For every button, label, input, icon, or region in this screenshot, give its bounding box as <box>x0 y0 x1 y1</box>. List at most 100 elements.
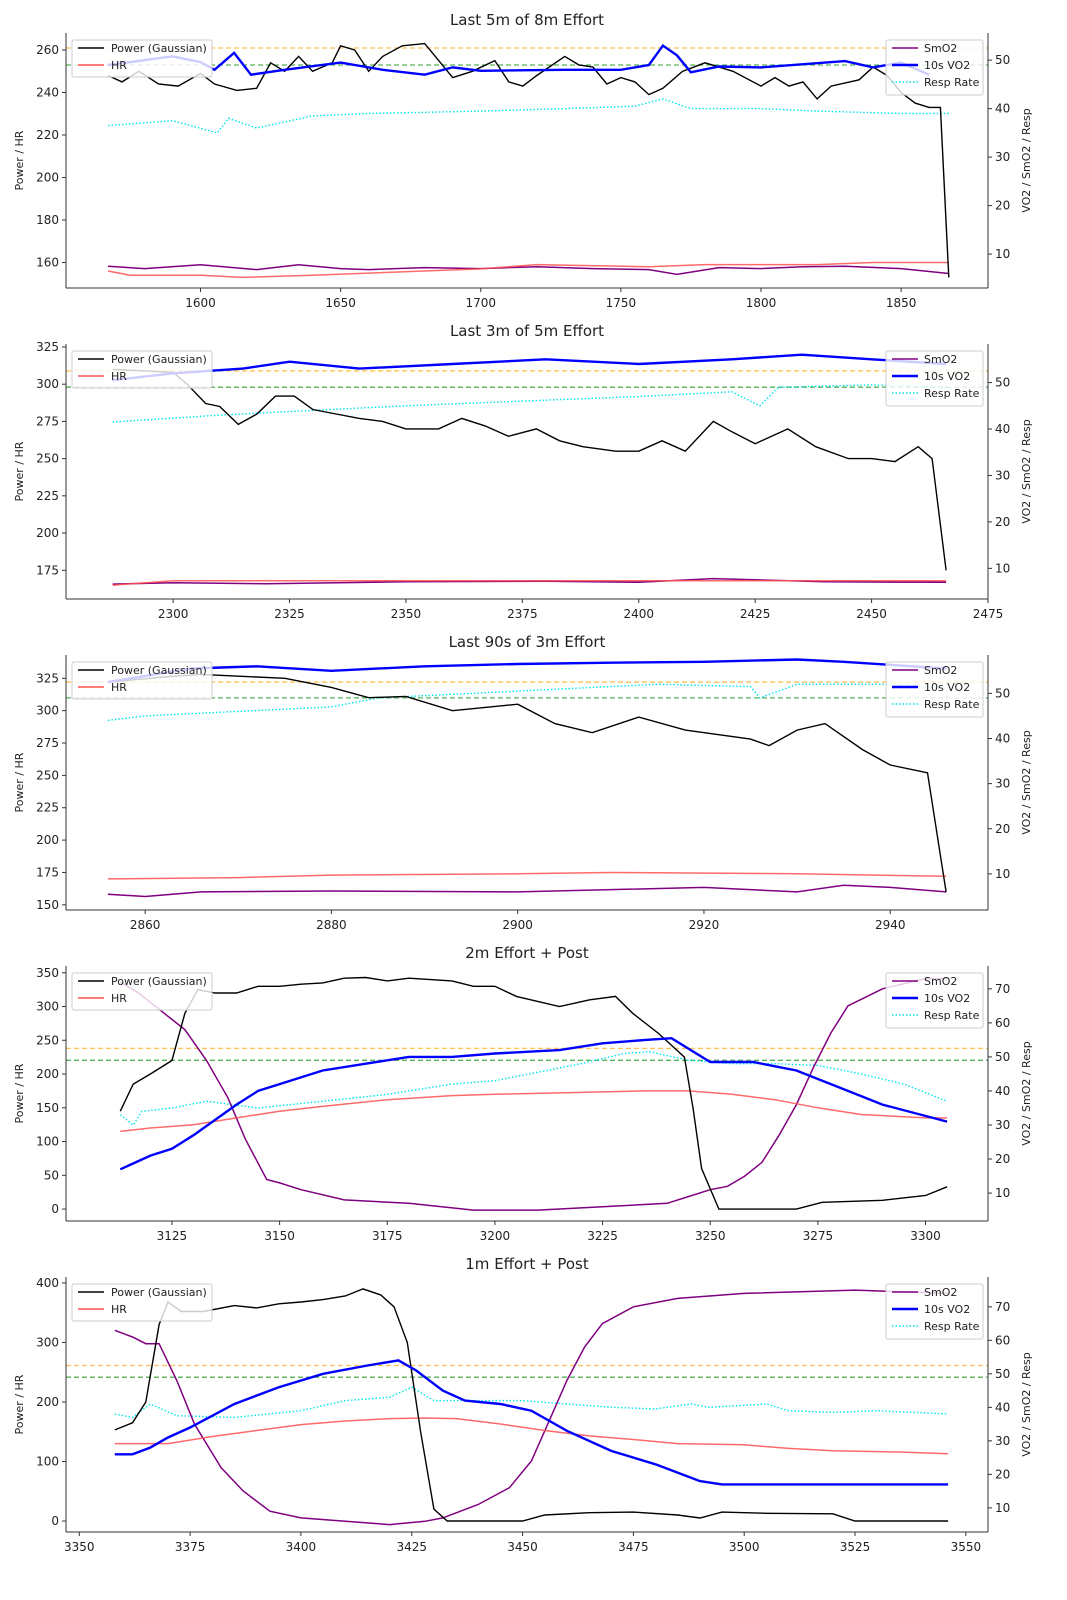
x-tick-label: 3350 <box>64 1540 95 1554</box>
legend-right: SmO2 10s VO2 Resp Rate <box>885 1283 984 1340</box>
x-tick-label: 1750 <box>606 296 637 310</box>
y-right-tick-label: 50 <box>995 53 1010 67</box>
x-tick-label: 3525 <box>840 1540 871 1554</box>
chart-title: Last 3m of 5m Effort <box>450 322 604 340</box>
y-right-label: VO2 / SmO2 / Resp <box>1020 108 1033 212</box>
legend-label: Power (Gaussian) <box>111 975 207 988</box>
y-left-label: Power / HR <box>13 1374 26 1434</box>
y-right-tick-label: 60 <box>995 1333 1010 1347</box>
x-tick-label: 2300 <box>158 607 189 621</box>
series-resp-rate <box>112 384 947 423</box>
y-right-tick-label: 50 <box>995 376 1010 390</box>
series-smo2 <box>119 977 948 1211</box>
y-left-tick-label: 200 <box>36 833 59 847</box>
y-left-tick-label: 250 <box>36 1033 59 1047</box>
legend-label: 10s VO2 <box>924 1303 970 1316</box>
x-tick-label: 1700 <box>465 296 496 310</box>
x-tick-label: 3500 <box>729 1540 760 1554</box>
series-power <box>114 1288 949 1522</box>
legend-box <box>885 39 984 96</box>
subplot-1: Last 5m of 8m Effort 1600 1650 1700 1750 1800… <box>13 11 1033 310</box>
y-left-tick-label: 0 <box>51 1202 59 1216</box>
x-tick-label: 2450 <box>856 607 887 621</box>
x-tick-label: 3475 <box>618 1540 649 1554</box>
y-right-tick-label: 10 <box>995 247 1010 261</box>
y-left-tick-label: 260 <box>36 43 59 57</box>
y-right-label: VO2 / SmO2 / Resp <box>1020 1041 1033 1145</box>
y-right-label: VO2 / SmO2 / Resp <box>1020 1352 1033 1456</box>
y-left-tick-label: 100 <box>36 1135 59 1149</box>
series-resp-rate <box>107 683 947 722</box>
y-left-tick-label: 300 <box>36 1335 59 1349</box>
legend-box <box>71 39 213 78</box>
legend-label: SmO2 <box>924 975 957 988</box>
y-left-tick-label: 200 <box>36 1067 59 1081</box>
legend-right: SmO2 10s VO2 Resp Rate <box>885 661 984 718</box>
series-resp-rate <box>119 1051 948 1127</box>
y-left-tick-label: 240 <box>36 86 59 100</box>
series-resp-rate <box>114 1386 949 1419</box>
legend-right: SmO2 10s VO2 Resp Rate <box>885 350 984 407</box>
x-tick-label: 3175 <box>372 1229 403 1243</box>
y-left-tick-label: 300 <box>36 704 59 718</box>
legend-label: Power (Gaussian) <box>111 42 207 55</box>
y-left-label: Power / HR <box>13 441 26 501</box>
series-vo2 <box>107 658 947 684</box>
x-tick-label: 2475 <box>973 607 1004 621</box>
y-right-tick-label: 50 <box>995 686 1010 700</box>
series-power <box>112 368 947 571</box>
x-tick-label: 3450 <box>507 1540 538 1554</box>
series-hr <box>107 871 947 880</box>
subplot-4: 2m Effort + Post 3125 3150 3175 3200 3225 3250… <box>13 944 1033 1243</box>
legend-label: SmO2 <box>924 42 957 55</box>
y-left-tick-label: 0 <box>51 1514 59 1528</box>
legend-box <box>71 972 213 1011</box>
y-left-tick-label: 50 <box>44 1168 59 1182</box>
series-resp-rate <box>107 98 949 134</box>
legend-label: 10s VO2 <box>924 992 970 1005</box>
y-left-tick-label: 100 <box>36 1454 59 1468</box>
legend-label: 10s VO2 <box>924 681 970 694</box>
legend-label: Power (Gaussian) <box>111 353 207 366</box>
series-smo2 <box>107 263 949 276</box>
y-right-tick-label: 40 <box>995 102 1010 116</box>
y-left-tick-label: 350 <box>36 966 59 980</box>
y-left-label: Power / HR <box>13 752 26 812</box>
x-tick-label: 2920 <box>689 918 720 932</box>
y-left-tick-label: 325 <box>36 340 59 354</box>
legend-left: Power (Gaussian) HR <box>71 1283 213 1322</box>
x-tick-label: 1600 <box>185 296 216 310</box>
y-left-tick-label: 225 <box>36 801 59 815</box>
x-tick-label: 3225 <box>587 1229 618 1243</box>
y-right-tick-label: 20 <box>995 822 1010 836</box>
y-right-tick-label: 30 <box>995 1434 1010 1448</box>
legend-label: SmO2 <box>924 1286 957 1299</box>
y-right-tick-label: 30 <box>995 1118 1010 1132</box>
x-tick-label: 3200 <box>480 1229 511 1243</box>
series-hr <box>107 261 949 279</box>
y-right-tick-label: 50 <box>995 1050 1010 1064</box>
series-vo2 <box>114 1359 949 1486</box>
series-hr <box>120 1090 948 1133</box>
x-tick-label: 3300 <box>910 1229 941 1243</box>
y-left-tick-label: 225 <box>36 489 59 503</box>
y-left-tick-label: 180 <box>36 213 59 227</box>
legend-right: SmO2 10s VO2 Resp Rate <box>885 972 984 1029</box>
y-right-tick-label: 20 <box>995 1467 1010 1481</box>
legend-label: HR <box>111 992 127 1005</box>
x-tick-label: 2325 <box>274 607 305 621</box>
y-left-tick-label: 150 <box>36 1101 59 1115</box>
legend-left: Power (Gaussian) HR <box>71 39 213 78</box>
x-tick-label: 2880 <box>316 918 347 932</box>
x-tick-label: 2860 <box>130 918 161 932</box>
y-left-tick-label: 175 <box>36 563 59 577</box>
legend-box <box>71 1283 213 1322</box>
legend-label: Power (Gaussian) <box>111 664 207 677</box>
legend-label: Resp Rate <box>924 1320 980 1333</box>
legend-label: Power (Gaussian) <box>111 1286 207 1299</box>
y-right-tick-label: 20 <box>995 1152 1010 1166</box>
y-right-tick-label: 10 <box>995 561 1010 575</box>
y-right-tick-label: 30 <box>995 468 1010 482</box>
legend-label: HR <box>111 1303 127 1316</box>
